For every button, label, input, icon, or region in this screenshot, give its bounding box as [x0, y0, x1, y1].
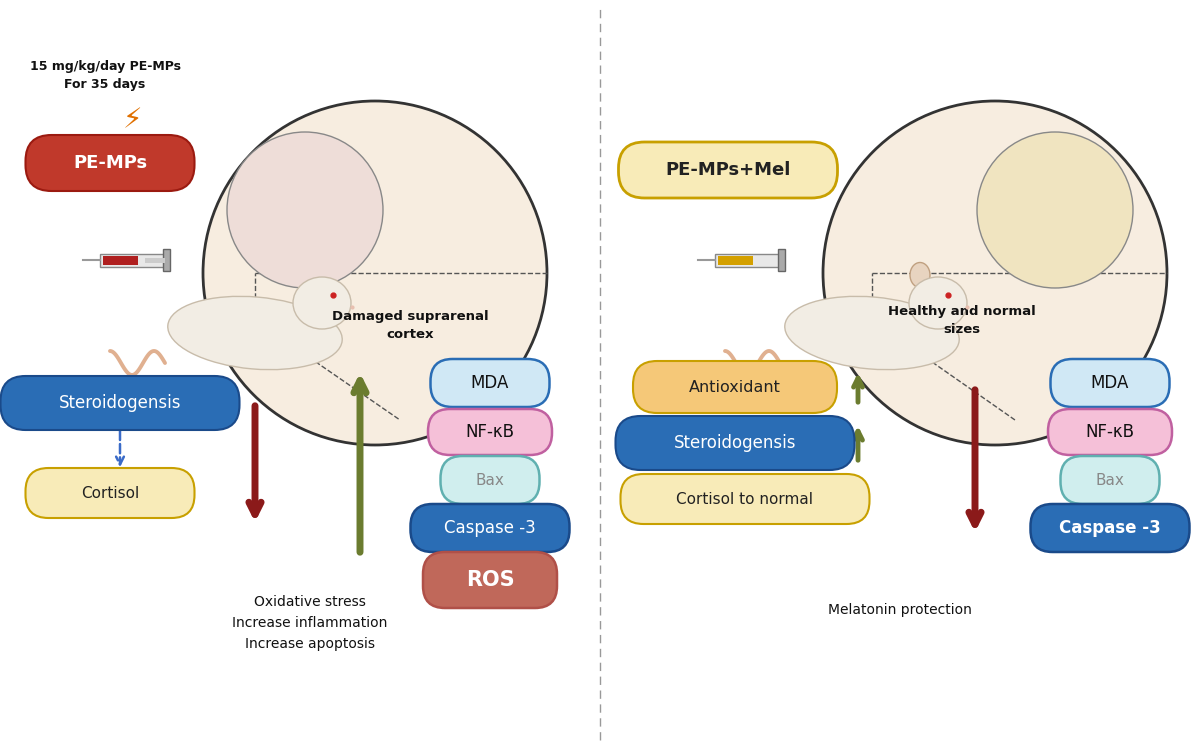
Text: Caspase -3: Caspase -3	[444, 519, 536, 537]
Bar	[778, 249, 785, 271]
FancyBboxPatch shape	[1061, 456, 1159, 504]
Ellipse shape	[293, 262, 313, 288]
Bar	[718, 256, 754, 264]
FancyBboxPatch shape	[410, 504, 570, 552]
FancyBboxPatch shape	[618, 142, 838, 198]
Circle shape	[203, 101, 547, 445]
FancyBboxPatch shape	[0, 376, 240, 430]
Text: PE-MPs: PE-MPs	[73, 154, 148, 172]
Bar	[715, 253, 780, 267]
Bar	[145, 258, 166, 262]
Ellipse shape	[293, 277, 352, 329]
FancyBboxPatch shape	[1050, 359, 1170, 407]
Text: Cortisol: Cortisol	[80, 486, 139, 501]
Ellipse shape	[910, 262, 930, 288]
Text: ROS: ROS	[466, 570, 515, 590]
FancyBboxPatch shape	[424, 552, 557, 608]
Text: Antioxidant: Antioxidant	[689, 379, 781, 395]
FancyBboxPatch shape	[1031, 504, 1189, 552]
Text: Bax: Bax	[1096, 472, 1124, 487]
FancyBboxPatch shape	[616, 416, 854, 470]
Bar	[100, 253, 166, 267]
Text: Oxidative stress
Increase inflammation
Increase apoptosis: Oxidative stress Increase inflammation I…	[233, 595, 388, 650]
Text: Melatonin protection: Melatonin protection	[828, 603, 972, 617]
FancyBboxPatch shape	[1048, 409, 1172, 455]
Bar	[163, 249, 170, 271]
Text: Cortisol to normal: Cortisol to normal	[677, 492, 814, 507]
FancyBboxPatch shape	[440, 456, 540, 504]
Text: Healthy and normal
sizes: Healthy and normal sizes	[888, 305, 1036, 335]
Text: PE-MPs+Mel: PE-MPs+Mel	[665, 161, 791, 179]
Text: Steroidogensis: Steroidogensis	[673, 434, 797, 452]
Circle shape	[977, 132, 1133, 288]
Circle shape	[227, 132, 383, 288]
Text: MDA: MDA	[1091, 374, 1129, 392]
Text: MDA: MDA	[470, 374, 509, 392]
FancyBboxPatch shape	[634, 361, 838, 413]
Text: Steroidogensis: Steroidogensis	[59, 394, 181, 412]
FancyBboxPatch shape	[620, 474, 870, 524]
FancyBboxPatch shape	[25, 468, 194, 518]
Ellipse shape	[168, 297, 342, 370]
Text: NF-κB: NF-κB	[1086, 423, 1134, 441]
Text: Caspase -3: Caspase -3	[1060, 519, 1160, 537]
Ellipse shape	[785, 297, 959, 370]
Ellipse shape	[910, 277, 967, 329]
Text: Damaged suprarenal
cortex: Damaged suprarenal cortex	[331, 309, 488, 340]
Circle shape	[823, 101, 1166, 445]
FancyBboxPatch shape	[428, 409, 552, 455]
FancyBboxPatch shape	[431, 359, 550, 407]
Bar	[103, 256, 138, 264]
Text: 15 mg/kg/day PE-MPs
For 35 days: 15 mg/kg/day PE-MPs For 35 days	[30, 60, 180, 91]
Text: Bax: Bax	[475, 472, 504, 487]
Text: ⚡: ⚡	[122, 106, 142, 134]
FancyBboxPatch shape	[25, 135, 194, 191]
Text: NF-κB: NF-κB	[466, 423, 515, 441]
